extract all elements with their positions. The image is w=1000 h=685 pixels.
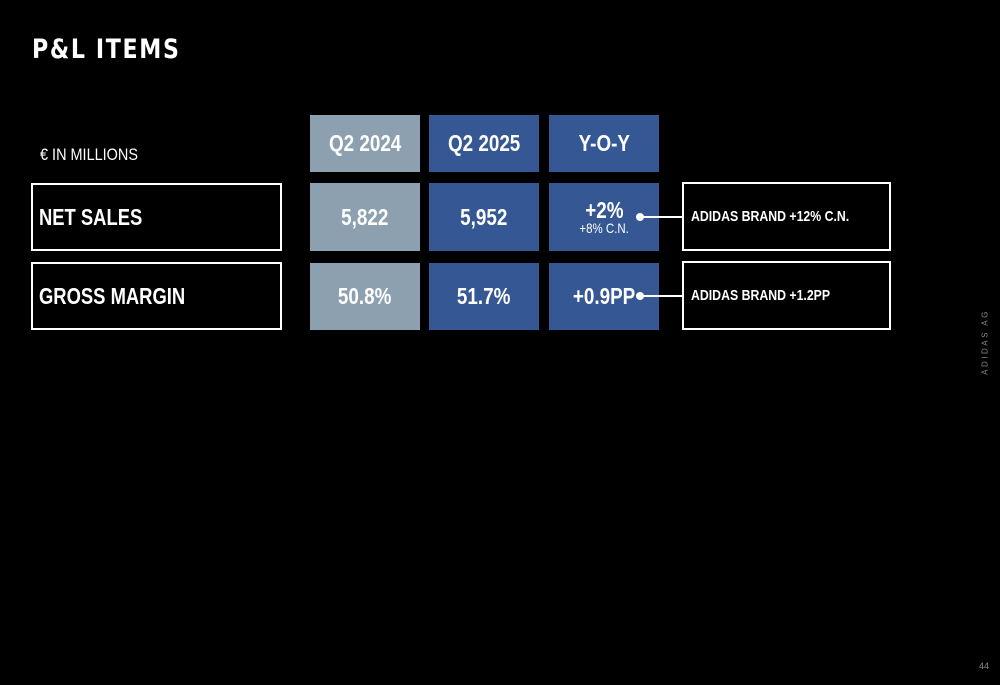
- gross-margin-q2-2024-cell: 50.8%: [310, 263, 420, 330]
- net-sales-q2-2025-cell: 5,952: [429, 183, 539, 251]
- net-sales-q2-2024-value: 5,822: [341, 203, 389, 230]
- header-q2-2024-label: Q2 2024: [328, 130, 402, 156]
- header-yoy-label: Y-O-Y: [578, 130, 630, 156]
- gross-margin-note-box: ADIDAS BRAND +1.2PP: [682, 261, 891, 330]
- gross-margin-note: ADIDAS BRAND +1.2PP: [691, 287, 831, 304]
- net-sales-yoy-cn-value: +8% C.N.: [579, 220, 629, 236]
- net-sales-yoy-value: +2%: [584, 197, 624, 223]
- side-company-label: ADIDAS AG: [980, 309, 990, 375]
- row-label-gross-margin: GROSS MARGIN: [31, 262, 282, 330]
- row-label-net-sales: NET SALES: [31, 183, 282, 251]
- header-q2-2025: Q2 2025: [429, 115, 539, 172]
- gross-margin-connector-line: [640, 295, 683, 297]
- gross-margin-q2-2025-cell: 51.7%: [429, 263, 539, 330]
- gross-margin-q2-2024-value: 50.8%: [338, 283, 392, 309]
- net-sales-q2-2025-value: 5,952: [460, 203, 508, 230]
- page-number: 44: [978, 661, 989, 671]
- net-sales-note: ADIDAS BRAND +12% C.N.: [691, 208, 850, 225]
- header-yoy: Y-O-Y: [549, 115, 659, 172]
- net-sales-label: NET SALES: [39, 203, 143, 230]
- page-title: P&L ITEMS: [32, 34, 181, 65]
- gross-margin-yoy-value: +0.9PP: [572, 283, 636, 309]
- header-q2-2025-label: Q2 2025: [447, 130, 521, 156]
- header-q2-2024: Q2 2024: [310, 115, 420, 172]
- net-sales-q2-2024-cell: 5,822: [310, 183, 420, 251]
- gross-margin-label: GROSS MARGIN: [39, 282, 186, 309]
- unit-label: € IN MILLIONS: [40, 145, 138, 164]
- net-sales-connector-line: [640, 216, 683, 218]
- gross-margin-q2-2025-value: 51.7%: [457, 283, 511, 309]
- net-sales-note-box: ADIDAS BRAND +12% C.N.: [682, 182, 891, 251]
